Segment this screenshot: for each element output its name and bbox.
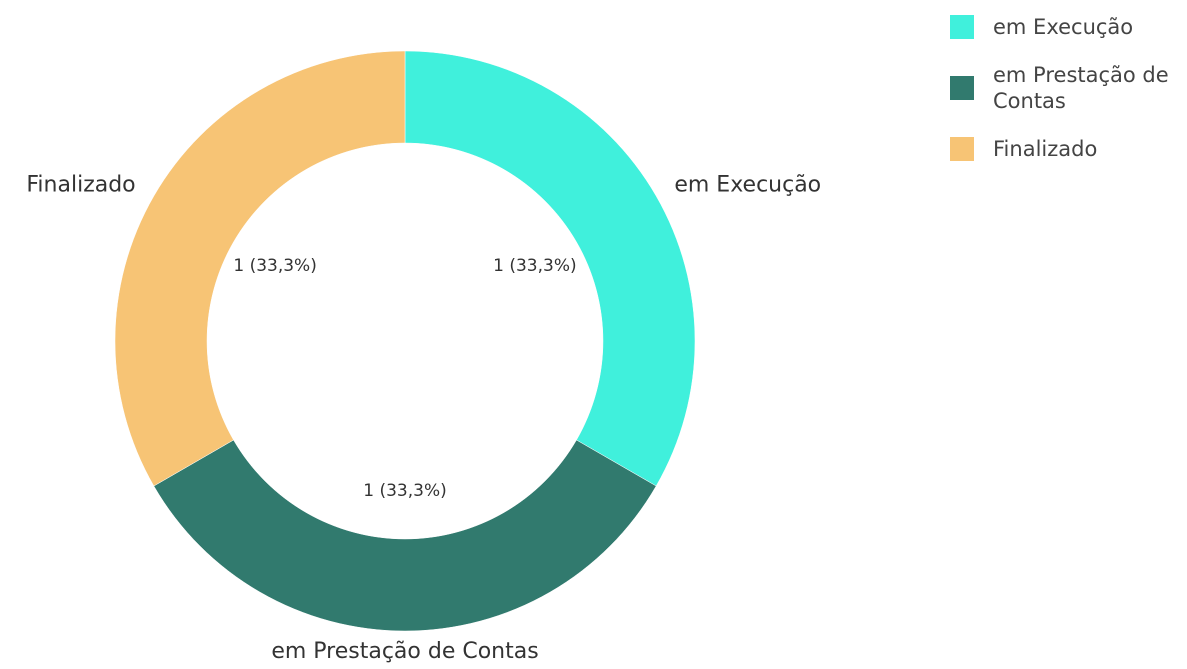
legend-label: Finalizado [993, 137, 1098, 161]
chart: 1 (33,3%) em Execução 1 (33,3%) em Prestaçã… [26, 50, 821, 664]
legend-swatch [950, 15, 974, 39]
donut-segment [114, 50, 406, 487]
category-label: em Execução [674, 173, 821, 198]
donut-segment [153, 439, 657, 632]
legend-item: em Prestação de Contas [950, 62, 1185, 114]
category-label: em Prestação de Contas [271, 639, 538, 664]
legend-item: em Execução [950, 14, 1185, 40]
legend-item: Finalizado [950, 136, 1185, 162]
value-label: 1 (33,3%) [233, 256, 317, 276]
donut-segment [404, 50, 696, 487]
legend-label: em Execução [993, 15, 1134, 39]
value-label: 1 (33,3%) [363, 481, 447, 501]
legend: em Execução em Prestação de Contas Finaliz… [950, 14, 1185, 184]
category-label: Finalizado [26, 173, 135, 198]
legend-swatch [950, 137, 974, 161]
legend-swatch [950, 76, 974, 100]
legend-label: em Prestação de Contas [993, 63, 1169, 113]
value-label: 1 (33,3%) [493, 256, 577, 276]
